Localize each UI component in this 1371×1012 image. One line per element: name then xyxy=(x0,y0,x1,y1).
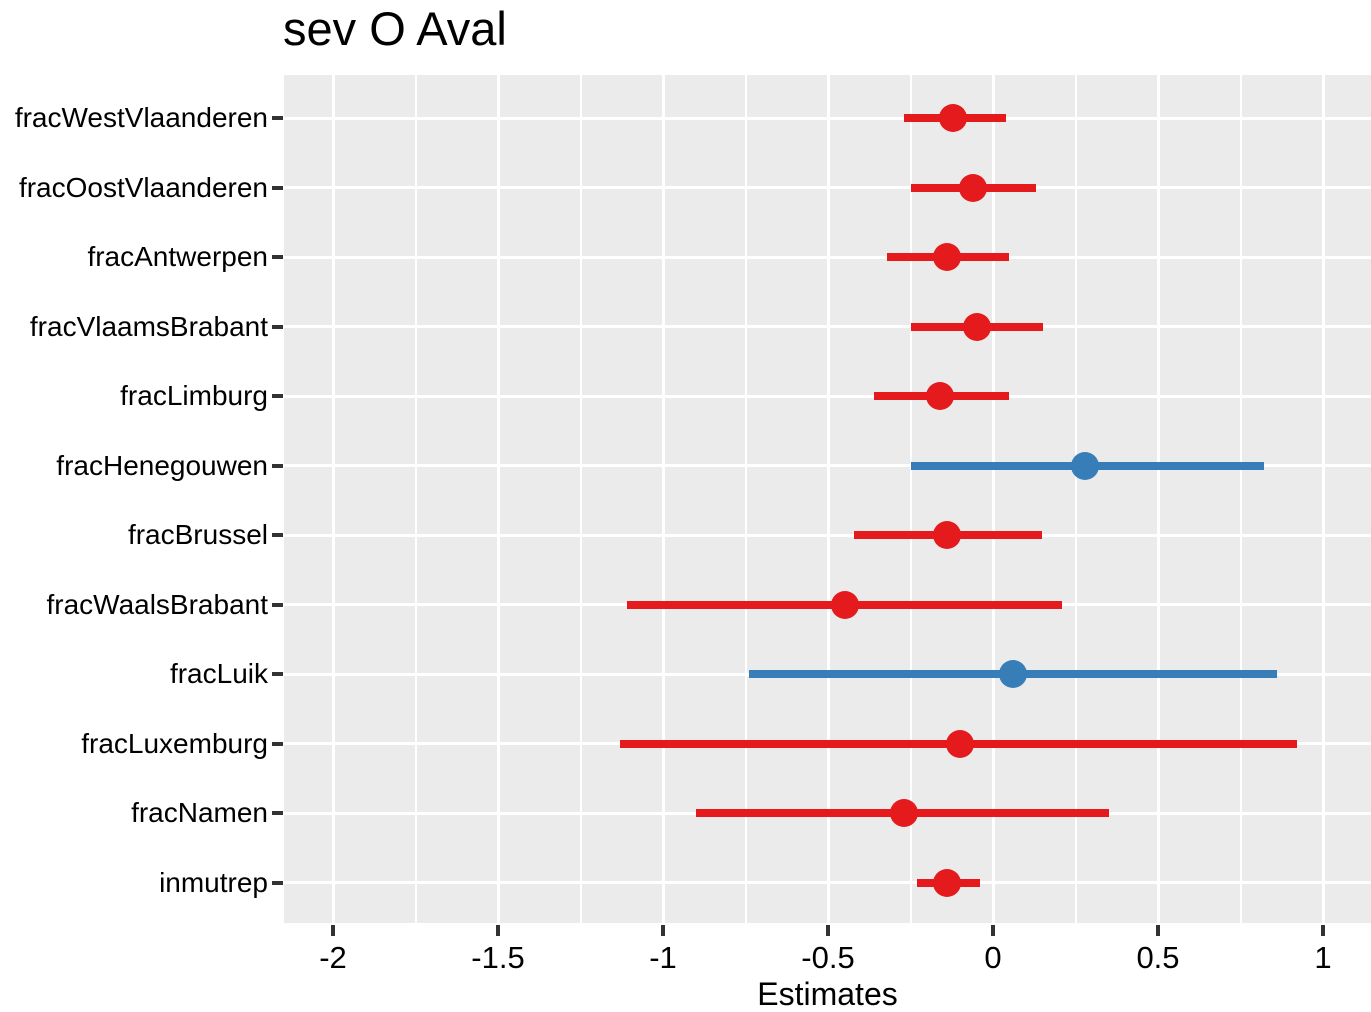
x-axis-tick-label: -1.5 xyxy=(471,940,525,975)
gridline-horizontal xyxy=(284,464,1371,467)
gridline-vertical-major xyxy=(661,75,665,923)
gridline-vertical-minor xyxy=(909,75,912,923)
y-axis-label: fracBrussel xyxy=(127,519,268,550)
y-axis-tick xyxy=(272,185,283,190)
y-axis-tick xyxy=(272,463,283,468)
gridline-horizontal xyxy=(284,394,1371,398)
x-axis-tick xyxy=(991,925,995,936)
x-axis-tick xyxy=(661,925,665,936)
x-axis-tick xyxy=(331,925,335,936)
gridline-horizontal xyxy=(284,116,1371,120)
x-axis-tick-label: 0.5 xyxy=(1136,940,1180,975)
x-axis-tick xyxy=(1156,925,1160,936)
x-axis-tick xyxy=(1321,925,1325,936)
plot-panel xyxy=(284,75,1371,923)
x-axis-tick-label: 1 xyxy=(1314,940,1332,975)
y-axis-label: fracWestVlaanderen xyxy=(14,102,268,133)
y-axis-label: fracLimburg xyxy=(120,380,268,411)
gridline-horizontal xyxy=(284,186,1371,189)
estimate-dot xyxy=(998,660,1027,688)
gridline-vertical-major xyxy=(496,75,500,923)
x-axis-tick-label: -0.5 xyxy=(801,940,855,975)
estimate-dot xyxy=(932,243,961,271)
gridline-vertical-minor xyxy=(1239,75,1242,923)
gridline-vertical-minor xyxy=(579,75,582,923)
estimate-dot xyxy=(959,173,988,202)
gridline-vertical-minor xyxy=(414,75,417,923)
x-axis-tick-label: -2 xyxy=(319,940,347,975)
y-axis-tick xyxy=(272,394,283,398)
estimate-dot xyxy=(946,729,974,758)
y-axis-tick xyxy=(272,880,283,885)
x-axis-tick xyxy=(496,925,500,936)
y-axis-tick xyxy=(272,116,283,120)
x-axis-tick-label: -1 xyxy=(649,940,677,975)
gridline-horizontal xyxy=(284,881,1371,884)
y-axis-label: fracOostVlaanderen xyxy=(18,171,268,203)
y-axis-tick xyxy=(272,255,283,259)
estimate-dot xyxy=(932,868,961,897)
y-axis-label: fracWaalsBrabant xyxy=(46,588,269,620)
y-axis-label: inmutrep xyxy=(159,866,268,898)
x-axis-title: Estimates xyxy=(757,976,898,1012)
gridline-vertical-major xyxy=(1156,75,1160,923)
y-axis-label: fracNamen xyxy=(131,797,268,828)
gridline-vertical-major xyxy=(1321,75,1325,923)
gridline-horizontal xyxy=(284,533,1371,537)
y-axis-label: fracLuxemburg xyxy=(81,727,268,759)
estimate-dot xyxy=(932,521,961,549)
gridline-horizontal xyxy=(284,325,1371,328)
estimate-dot xyxy=(1071,451,1100,480)
gridline-vertical-minor xyxy=(744,75,747,923)
gridline-vertical-major xyxy=(991,75,995,923)
y-axis-label: fracHenegouwen xyxy=(56,449,268,481)
y-axis-label: fracAntwerpen xyxy=(87,241,268,272)
y-axis-tick xyxy=(272,672,283,676)
gridline-vertical-minor xyxy=(1074,75,1077,923)
y-axis-tick xyxy=(272,533,283,537)
y-axis-tick xyxy=(272,811,283,815)
gridline-horizontal xyxy=(284,255,1371,259)
estimate-dot xyxy=(830,590,859,619)
y-axis-label: fracLuik xyxy=(169,658,268,689)
x-axis-tick xyxy=(826,925,830,936)
estimate-dot xyxy=(962,312,991,341)
estimate-dot xyxy=(939,104,968,132)
x-axis-tick-label: 0 xyxy=(984,940,1002,975)
gridline-vertical-major xyxy=(331,75,335,923)
gridline-vertical-major xyxy=(826,75,830,923)
y-axis-tick xyxy=(272,324,283,329)
estimate-dot xyxy=(889,799,918,827)
y-axis-tick xyxy=(272,602,283,607)
chart-title: sev O Aval xyxy=(283,2,507,55)
y-axis-tick xyxy=(272,741,283,746)
y-axis-label: fracVlaamsBrabant xyxy=(29,310,268,342)
estimate-dot xyxy=(926,382,955,410)
